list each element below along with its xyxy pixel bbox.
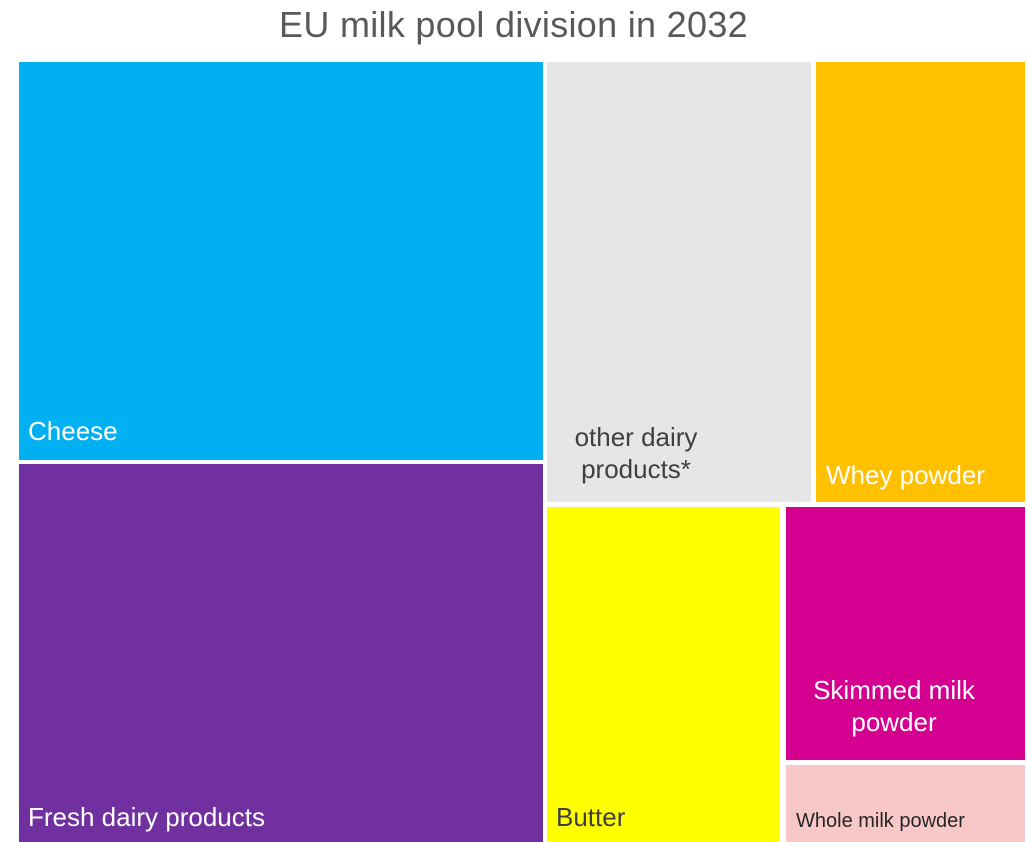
tile-label-whole-milk-powder: Whole milk powder [796,810,965,832]
tile-whey-powder: Whey powder [816,62,1025,502]
tile-label-other-dairy-products-text: other dairy products* [574,422,698,484]
tile-label-butter: Butter [556,802,626,832]
tile-other-dairy-products: other dairy products* [547,62,811,502]
tile-whole-milk-powder: Whole milk powder [786,765,1025,842]
tile-label-whey-powder: Whey powder [826,460,985,490]
tile-label-fresh-dairy-products: Fresh dairy products [28,802,265,832]
tile-fresh-dairy-products: Fresh dairy products [19,464,543,842]
chart-title: EU milk pool division in 2032 [279,4,748,45]
tile-label-skimmed-milk-powder: Skimmed milk powder [813,675,975,737]
tile-skimmed-milk-powder: Skimmed milk powder [786,507,1025,760]
treemap-area: Cheese Fresh dairy products other dairy … [19,62,1027,842]
tile-butter: Butter [547,507,780,842]
tile-label-cheese: Cheese [28,416,118,446]
tile-cheese: Cheese [19,62,543,460]
tile-label-other-dairy-products: other dairy products* [556,422,716,485]
